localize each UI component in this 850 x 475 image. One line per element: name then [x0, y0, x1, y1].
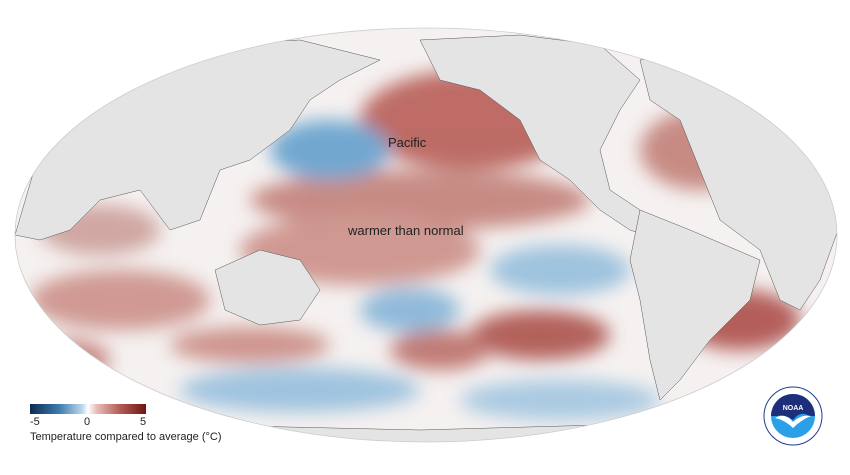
svg-text:NOAA: NOAA: [783, 405, 804, 412]
legend-min-label: -5: [30, 416, 40, 428]
land-south-america: [629, 209, 761, 401]
legend-color-bar: [30, 404, 146, 414]
land-australia: [214, 249, 321, 326]
color-legend: -5 0 5 Temperature compared to average (…: [30, 404, 222, 443]
legend-mid-label: 0: [84, 416, 91, 428]
noaa-logo: NOAA: [763, 386, 823, 446]
label-pacific: Pacific: [388, 135, 427, 150]
legend-max-label: 5: [140, 416, 147, 428]
label-warmer-than-normal: warmer than normal: [348, 223, 464, 238]
legend-title: Temperature compared to average (°C): [30, 431, 222, 443]
